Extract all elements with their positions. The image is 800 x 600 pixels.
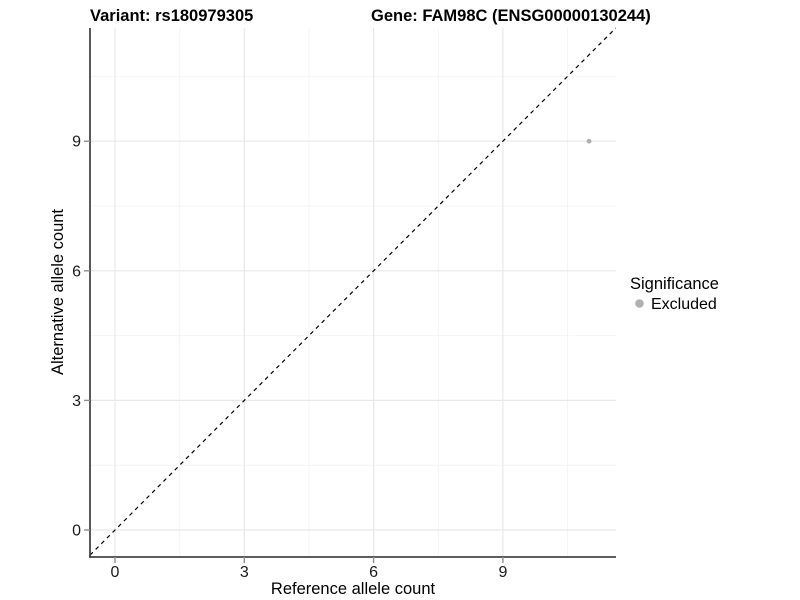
x-tick-label: 3 <box>240 564 249 581</box>
x-axis-title: Reference allele count <box>271 580 436 598</box>
y-tick-label: 9 <box>72 134 81 151</box>
legend-marker-excluded-icon <box>635 299 644 308</box>
legend-title: Significance <box>630 275 719 293</box>
plot-panel <box>90 28 616 557</box>
x-tick-labels: 0 3 6 9 <box>111 564 508 581</box>
x-tick-label: 0 <box>111 564 120 581</box>
y-tick-label: 3 <box>72 393 81 410</box>
y-tick-labels: 0 3 6 9 <box>72 134 81 540</box>
legend: Significance Excluded <box>630 275 719 313</box>
x-tick-label: 6 <box>369 564 378 581</box>
minor-gridlines <box>90 28 616 557</box>
plot-title-gene: Gene: FAM98C (ENSG00000130244) <box>371 7 651 25</box>
y-tick-label: 6 <box>72 263 81 280</box>
y-tick-label: 0 <box>72 523 81 540</box>
plot-title-variant: Variant: rs180979305 <box>90 7 253 25</box>
y-axis-title: Alternative allele count <box>49 209 67 375</box>
data-point-excluded <box>586 138 592 144</box>
major-gridlines <box>90 28 616 557</box>
tick-marks <box>84 140 504 563</box>
axis-lines <box>89 28 616 558</box>
x-tick-label: 9 <box>498 564 507 581</box>
legend-label-excluded: Excluded <box>651 296 717 313</box>
